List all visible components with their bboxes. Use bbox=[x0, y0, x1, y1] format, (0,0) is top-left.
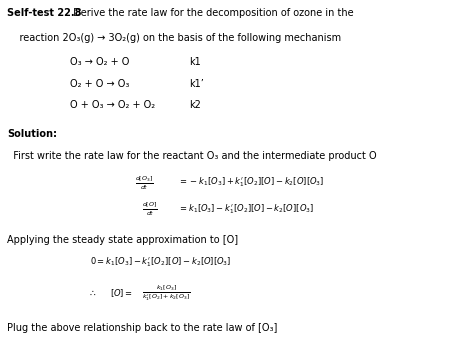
Text: $= k_1[O_3] - k_1'[O_2][O] - k_2[O][O_3]$: $= k_1[O_3] - k_1'[O_2][O] - k_2[O][O_3]… bbox=[178, 203, 314, 216]
Text: $\frac{d[O_3]}{dt}$: $\frac{d[O_3]}{dt}$ bbox=[135, 174, 154, 192]
Text: k1: k1 bbox=[189, 57, 201, 67]
Text: $0 = k_1[O_3] - k_1'[O_2][O] - k_2[O][O_3]$: $0 = k_1[O_3] - k_1'[O_2][O] - k_2[O][O_… bbox=[90, 255, 231, 268]
Text: k1’: k1’ bbox=[189, 78, 204, 89]
Text: O₂ + O → O₃: O₂ + O → O₃ bbox=[45, 78, 130, 89]
Text: $[O] = $: $[O] = $ bbox=[110, 288, 133, 299]
Text: $= -k_1[O_3] + k_1'[O_2][O] - k_2[O][O_3]$: $= -k_1[O_3] + k_1'[O_2][O] - k_2[O][O_3… bbox=[178, 176, 324, 189]
Text: $\frac{d[O]}{dt}$: $\frac{d[O]}{dt}$ bbox=[142, 201, 158, 218]
Text: Plug the above relationship back to the rate law of [O₃]: Plug the above relationship back to the … bbox=[7, 323, 277, 333]
Text: Derive the rate law for the decomposition of ozone in the: Derive the rate law for the decompositio… bbox=[70, 8, 353, 19]
Text: Applying the steady state approximation to [O]: Applying the steady state approximation … bbox=[7, 235, 238, 245]
Text: $\frac{k_1[O_3]}{k_1'[O_2] + k_2[O_3]}$: $\frac{k_1[O_3]}{k_1'[O_2] + k_2[O_3]}$ bbox=[142, 284, 190, 303]
Text: First write the rate law for the reactant O₃ and the intermediate product O: First write the rate law for the reactan… bbox=[7, 151, 376, 161]
Text: Self-test 22.8: Self-test 22.8 bbox=[7, 8, 81, 19]
Text: O₃ → O₂ + O: O₃ → O₂ + O bbox=[45, 57, 130, 67]
Text: O + O₃ → O₂ + O₂: O + O₃ → O₂ + O₂ bbox=[45, 100, 155, 110]
Text: $\therefore$: $\therefore$ bbox=[88, 289, 97, 298]
Text: reaction 2O₃(g) → 3O₂(g) on the basis of the following mechanism: reaction 2O₃(g) → 3O₂(g) on the basis of… bbox=[7, 33, 341, 43]
Text: Solution:: Solution: bbox=[7, 129, 57, 139]
Text: k2: k2 bbox=[189, 100, 201, 110]
